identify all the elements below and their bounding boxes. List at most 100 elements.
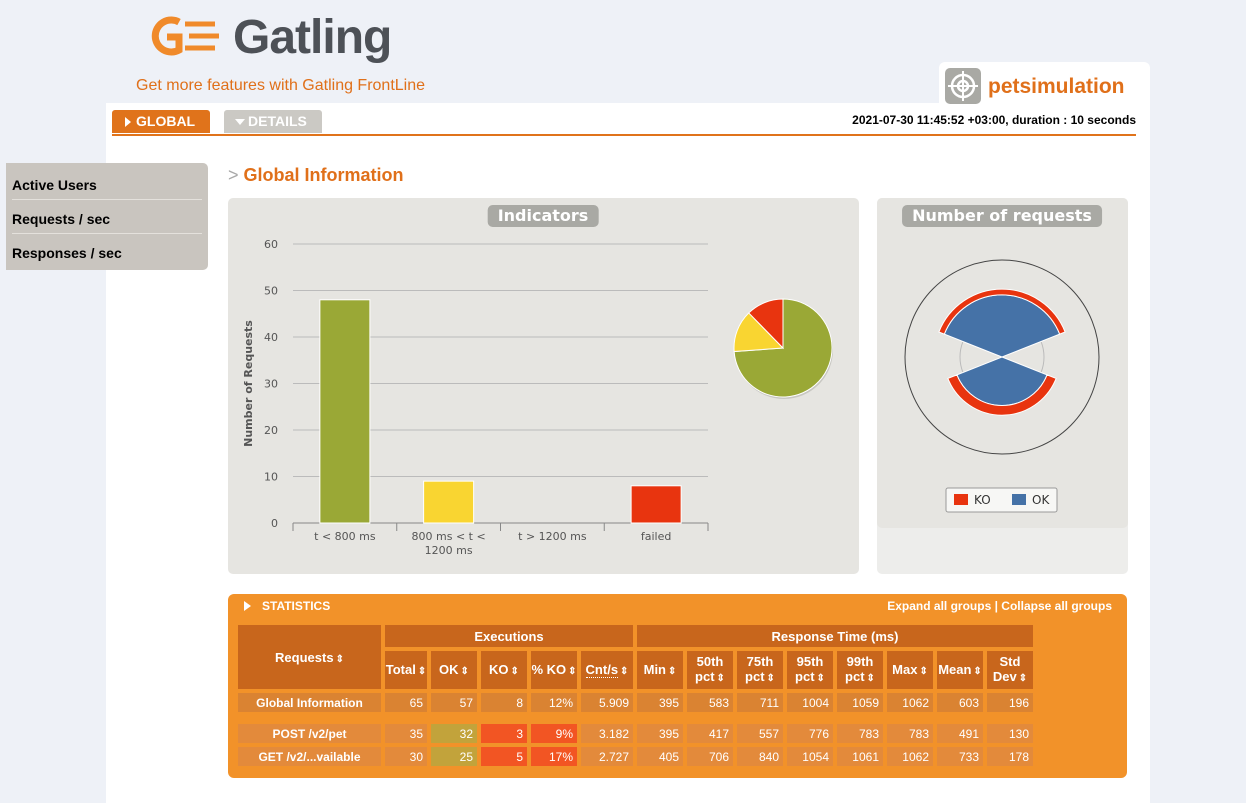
stat-cell: 783 bbox=[837, 724, 883, 743]
column-label: Cnt/s bbox=[585, 661, 619, 678]
polar-frame bbox=[904, 259, 1100, 455]
stats-row[interactable]: POST /v2/pet 35 32 3 9% 3.182 395 417 557 776 783 7… bbox=[238, 724, 1033, 743]
statistics-table: Requests Executions Response Time (ms) T… bbox=[234, 621, 1037, 770]
tab-global[interactable]: GLOBAL bbox=[112, 110, 210, 133]
simulation-icon bbox=[945, 68, 981, 104]
legend-box bbox=[945, 487, 1058, 513]
column-header[interactable]: Cnt/s bbox=[581, 651, 633, 689]
request-name: POST /v2/pet bbox=[238, 724, 381, 743]
stat-cell: 57 bbox=[431, 693, 477, 712]
stat-cell: 5.909 bbox=[581, 693, 633, 712]
y-tick-label: 60 bbox=[264, 238, 278, 251]
column-label: % KO bbox=[531, 661, 567, 677]
stat-cell: 130 bbox=[987, 724, 1033, 743]
stat-cell: 1061 bbox=[837, 747, 883, 766]
column-header[interactable]: 75th pct bbox=[737, 651, 783, 689]
stat-cell: 32 bbox=[431, 724, 477, 743]
column-label: OK bbox=[439, 661, 459, 677]
polar-segment bbox=[947, 374, 1057, 416]
statistics-title[interactable]: STATISTICS bbox=[243, 599, 331, 613]
stat-cell: 8 bbox=[481, 693, 527, 712]
bar bbox=[630, 485, 682, 524]
stat-cell: 30 bbox=[385, 747, 427, 766]
column-header[interactable]: OK bbox=[431, 651, 477, 689]
column-header[interactable]: 50th pct bbox=[687, 651, 733, 689]
expand-link[interactable]: Expand all groups bbox=[887, 599, 992, 613]
y-tick-label: 20 bbox=[264, 424, 278, 437]
stats-row[interactable]: Global Information 65 57 8 12% 5.909 395 583 711… bbox=[238, 693, 1033, 712]
menu-item[interactable]: Active Users bbox=[12, 166, 202, 200]
y-tick-label: 50 bbox=[264, 285, 278, 298]
menu-item[interactable]: Requests / sec bbox=[12, 200, 202, 234]
legend-swatch bbox=[954, 494, 968, 505]
simulation-name: petsimulation bbox=[988, 75, 1125, 98]
stat-cell: 840 bbox=[737, 747, 783, 766]
logo-icon bbox=[151, 16, 219, 56]
menu-item[interactable]: Responses / sec bbox=[12, 245, 122, 261]
stat-cell: 783 bbox=[887, 724, 933, 743]
chart-title: Indicators bbox=[487, 205, 599, 227]
column-header[interactable]: 99th pct bbox=[837, 651, 883, 689]
side-menu: Active Users Requests / sec Responses / … bbox=[6, 163, 208, 270]
stat-cell: 12% bbox=[531, 693, 577, 712]
legend-label: OK bbox=[1032, 493, 1050, 507]
column-label: Total bbox=[385, 661, 416, 677]
column-header[interactable]: Max bbox=[887, 651, 933, 689]
request-name: GET /v2/...vailable bbox=[238, 747, 381, 766]
column-label: 99th pct bbox=[845, 654, 874, 684]
x-tick-label: t > 1200 ms bbox=[518, 530, 587, 543]
stat-cell: 711 bbox=[737, 693, 783, 712]
chart-title: Number of requests bbox=[902, 205, 1102, 227]
stat-cell: 1062 bbox=[887, 747, 933, 766]
request-name: Global Information bbox=[238, 693, 381, 712]
y-axis-label: Number of Requests bbox=[242, 320, 255, 447]
stat-cell: 25 bbox=[431, 747, 477, 766]
section-title: Global Information bbox=[228, 165, 404, 186]
column-label: KO bbox=[489, 661, 509, 677]
logo-text: Gatling bbox=[233, 11, 392, 64]
column-header[interactable]: KO bbox=[481, 651, 527, 689]
stat-cell: 17% bbox=[531, 747, 577, 766]
stat-cell: 395 bbox=[637, 724, 683, 743]
spacer-cell bbox=[238, 716, 1033, 720]
stat-cell: 9% bbox=[531, 724, 577, 743]
polar-segment bbox=[938, 288, 1066, 335]
stat-cell: 65 bbox=[385, 693, 427, 712]
promo-link[interactable]: Get more features with Gatling FrontLine bbox=[136, 77, 426, 94]
column-header[interactable]: Mean bbox=[937, 651, 983, 689]
stat-cell: 5 bbox=[481, 747, 527, 766]
column-label: Max bbox=[892, 661, 918, 677]
stat-cell: 1062 bbox=[887, 693, 933, 712]
stat-cell: 583 bbox=[687, 693, 733, 712]
column-label: 75th pct bbox=[745, 654, 774, 684]
row-spacer bbox=[238, 716, 1033, 720]
stat-cell: 603 bbox=[937, 693, 983, 712]
legend-swatch bbox=[1012, 494, 1026, 505]
column-header[interactable]: 95th pct bbox=[787, 651, 833, 689]
stat-cell: 1004 bbox=[787, 693, 833, 712]
stats-row[interactable]: GET /v2/...vailable 30 25 5 17% 2.727 405 706 84… bbox=[238, 747, 1033, 766]
y-tick-label: 0 bbox=[271, 517, 278, 530]
x-tick-label: failed bbox=[640, 530, 672, 543]
column-label: Min bbox=[643, 661, 666, 677]
stat-cell: 733 bbox=[937, 747, 983, 766]
column-header[interactable]: % KO bbox=[531, 651, 577, 689]
group-header: Response Time (ms) bbox=[637, 625, 1033, 647]
column-header[interactable]: Min bbox=[637, 651, 683, 689]
column-label: Std Dev bbox=[992, 654, 1021, 684]
requests-header[interactable]: Requests bbox=[238, 625, 381, 689]
stat-cell: 35 bbox=[385, 724, 427, 743]
column-header[interactable]: Total bbox=[385, 651, 427, 689]
stat-cell: 491 bbox=[937, 724, 983, 743]
tab-details[interactable]: DETAILS bbox=[224, 110, 322, 133]
group-header: Executions bbox=[385, 625, 633, 647]
column-label: 50th pct bbox=[695, 654, 724, 684]
column-label: 95th pct bbox=[795, 654, 824, 684]
stat-cell: 395 bbox=[637, 693, 683, 712]
y-tick-label: 10 bbox=[264, 471, 278, 484]
y-tick-label: 30 bbox=[264, 378, 278, 391]
stat-cell: 196 bbox=[987, 693, 1033, 712]
column-header[interactable]: Std Dev bbox=[987, 651, 1033, 689]
collapse-link[interactable]: Collapse all groups bbox=[1001, 599, 1112, 613]
